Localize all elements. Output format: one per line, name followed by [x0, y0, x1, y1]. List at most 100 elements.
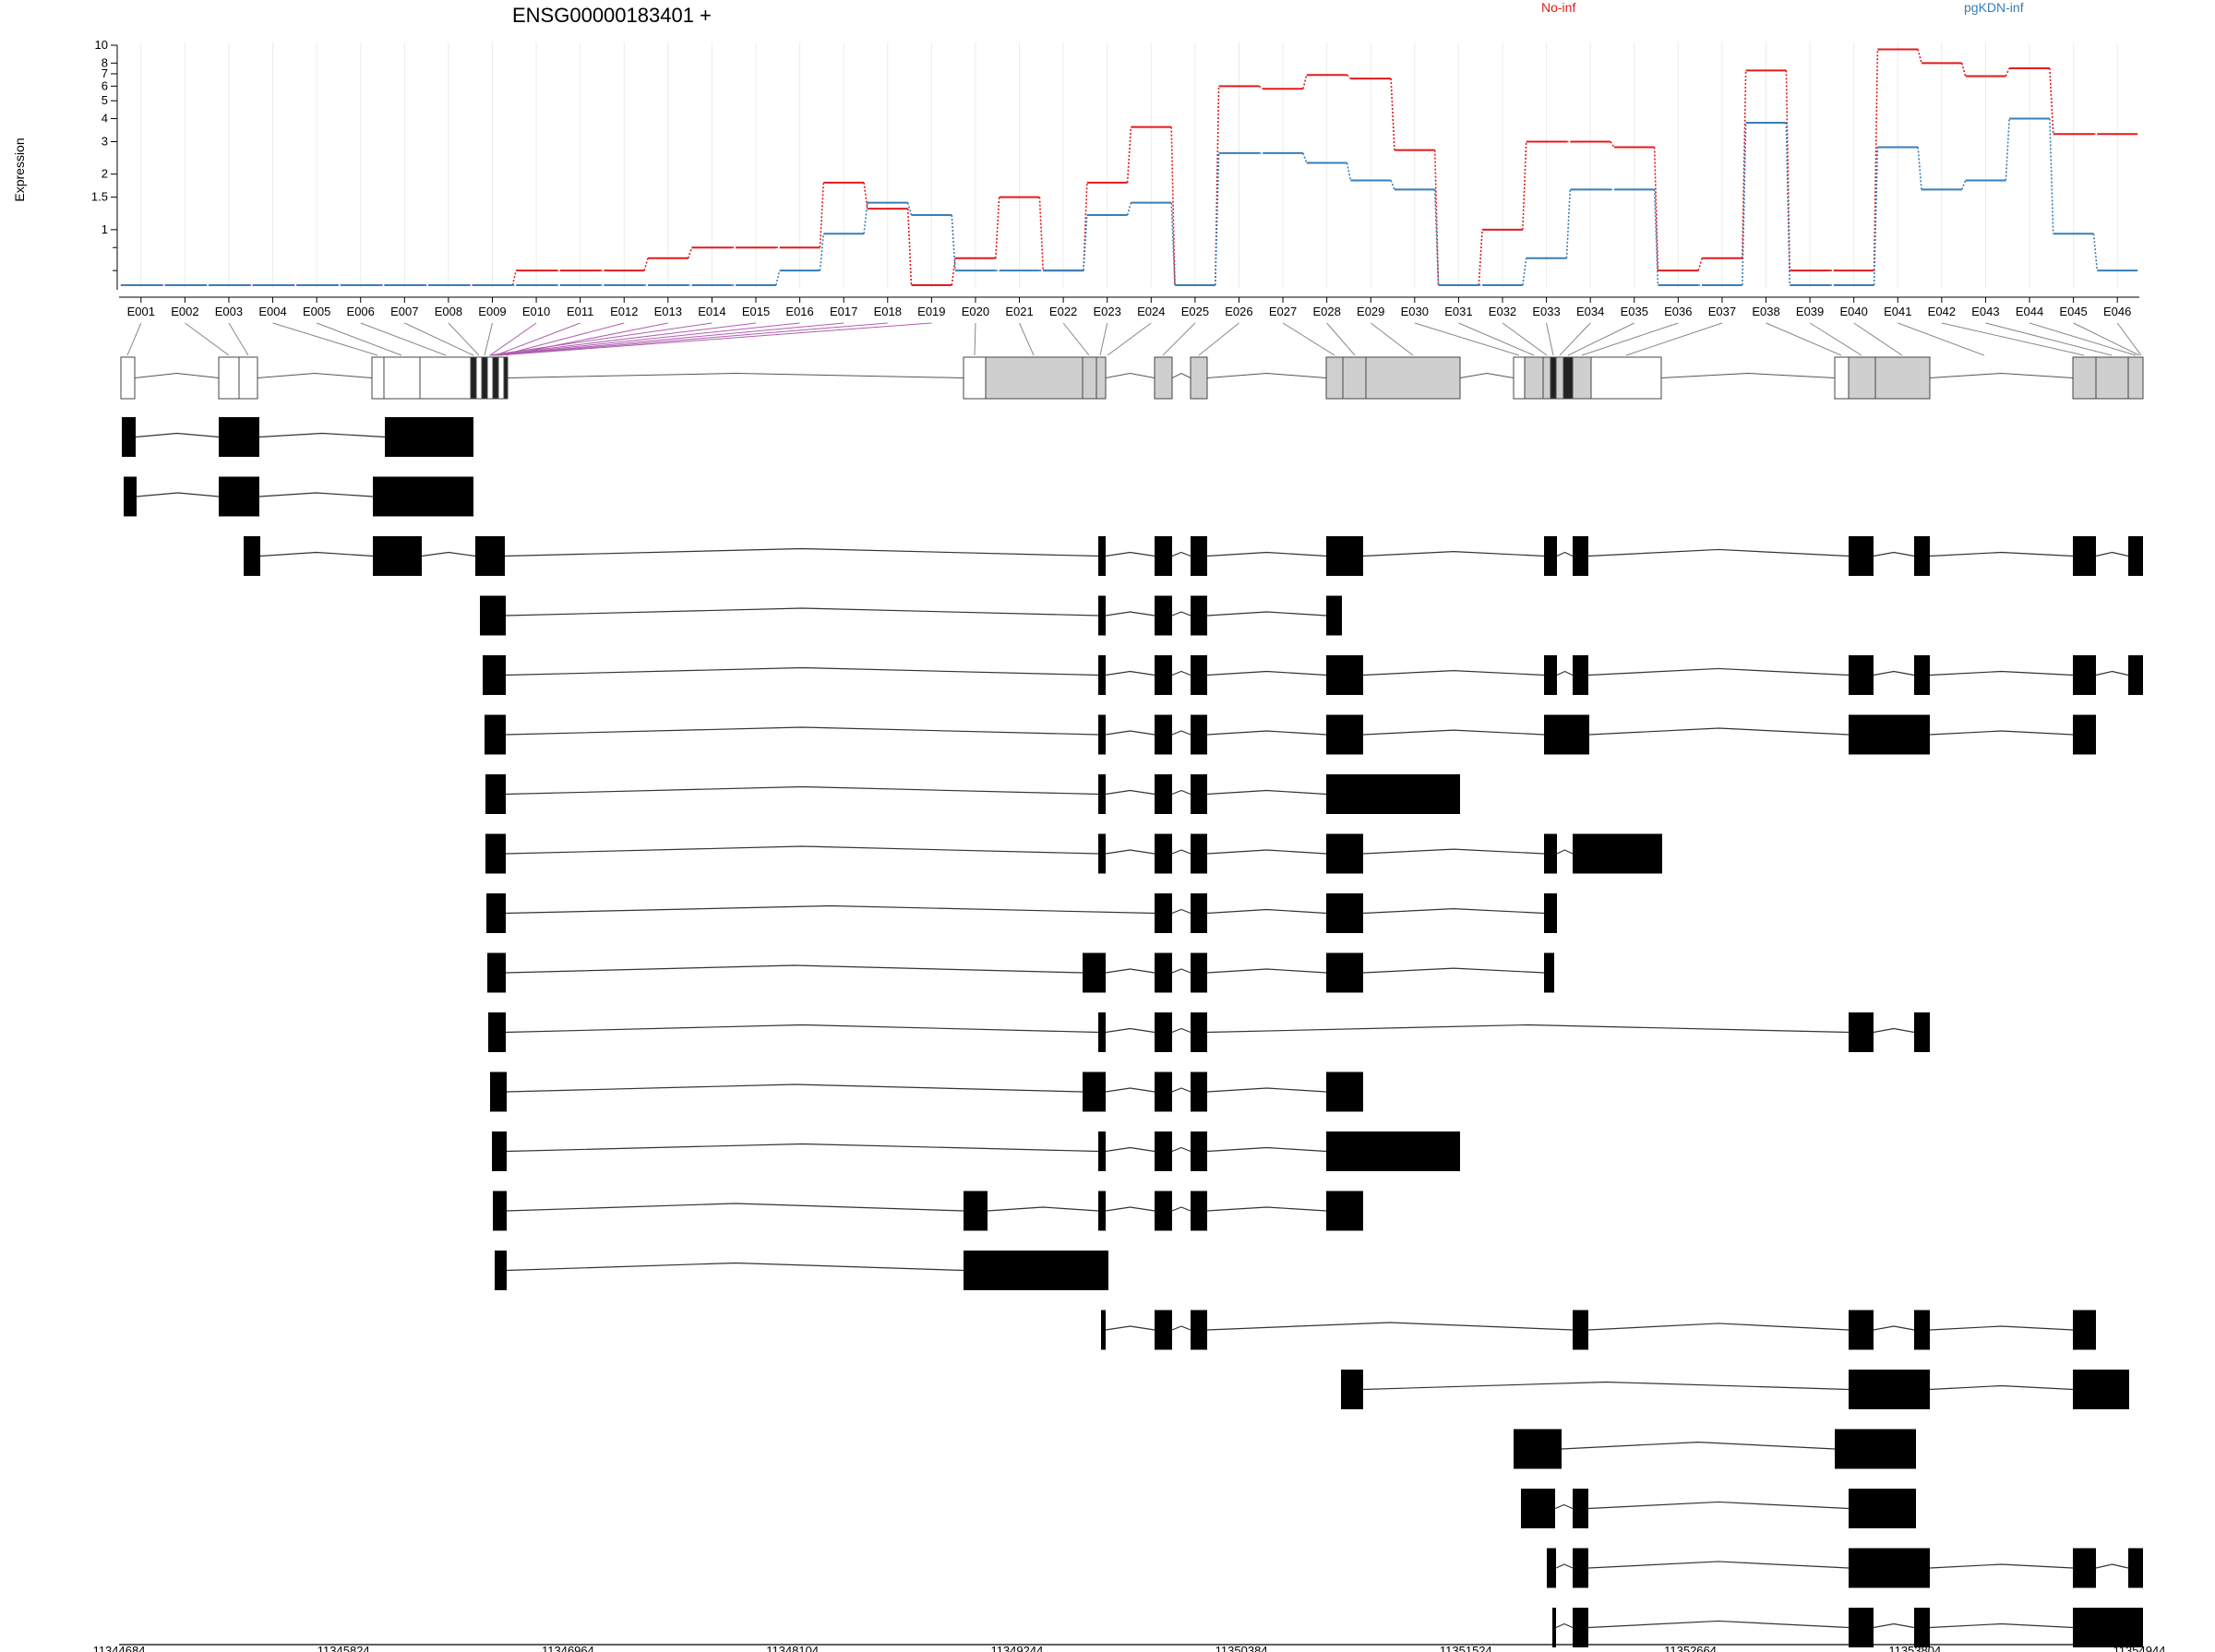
transcript-intron [506, 1143, 1099, 1153]
transcript-9 [486, 893, 1557, 933]
transcript-exon [1098, 1131, 1106, 1171]
gene-exon-bin [2072, 356, 2097, 400]
transcript-exon [385, 417, 473, 457]
series-connector [1478, 229, 1483, 286]
transcript-exon [1914, 1310, 1930, 1350]
transcript-intron [1929, 1384, 2074, 1391]
coord-tick-label: 11348104 [766, 1644, 819, 1652]
transcript-intron [1873, 670, 1915, 676]
series-connector [951, 257, 956, 286]
transcript-intron [1555, 1622, 1574, 1629]
transcript-18 [1514, 1429, 1916, 1469]
transcript-intron [1105, 551, 1155, 557]
exon-bin-connector [185, 322, 230, 356]
transcript-intron [258, 432, 386, 438]
transcript-intron [506, 1262, 964, 1272]
transcript-exon [1191, 1191, 1207, 1231]
gene-intron [1929, 372, 2074, 378]
series-connector [1917, 147, 1922, 190]
transcript-exon [1098, 595, 1106, 636]
transcript-exon [1544, 893, 1557, 933]
transcript-19 [1521, 1489, 1916, 1528]
transcript-exon [1849, 1310, 1874, 1350]
gene-exon-bin [1190, 356, 1208, 400]
series-connector [2005, 67, 2010, 77]
exon-bin-label: E017 [830, 305, 857, 318]
exon-bin-connector [448, 322, 480, 356]
transcript-exon [1155, 952, 1172, 993]
exon-bin-label: E025 [1181, 305, 1209, 318]
transcript-exon [2073, 714, 2096, 755]
transcript-intron [1588, 727, 1850, 736]
exon-bin-connector [1809, 322, 1862, 356]
coord-tick-label: 11350384 [1215, 1644, 1268, 1652]
exon-bin-connector [1107, 322, 1152, 356]
series-connector [863, 182, 868, 209]
exon-bin-label: E021 [1005, 305, 1033, 318]
exon-bin-label: E018 [874, 305, 902, 318]
transcript-exon [124, 476, 137, 517]
exon-bin-connector [272, 322, 378, 356]
exon-bin-connector [2073, 322, 2140, 356]
transcript-exon [1326, 595, 1342, 636]
transcript-intron [1929, 670, 2074, 676]
transcript-exon [2073, 1310, 2096, 1350]
transcript-intron [1929, 1622, 2074, 1629]
transcript-exon [1544, 536, 1557, 576]
transcript-exon [1191, 774, 1207, 814]
transcript-exon [1326, 833, 1363, 874]
transcript-10 [487, 952, 1554, 993]
transcript-intron [505, 964, 1084, 974]
coord-tick-label: 11354944 [2113, 1644, 2166, 1652]
exon-bin-label: E009 [478, 305, 506, 318]
transcript-intron [1105, 968, 1155, 974]
transcript-intron [1587, 1501, 1850, 1510]
transcript-exon [1849, 1012, 1874, 1052]
exon-bin-label: E015 [742, 305, 770, 318]
transcript-exon [964, 1191, 988, 1231]
transcript-exon [2073, 1548, 2096, 1588]
series-connector [1873, 147, 1879, 286]
exon-bin-label: E046 [2103, 305, 2131, 318]
transcript-exon [1849, 655, 1874, 695]
series-connector [995, 197, 1000, 258]
exon-bin-connector [1019, 322, 1035, 356]
series-connector [2005, 118, 2010, 181]
exon-bin-connector [1766, 322, 1842, 356]
transcript-intron [1362, 1381, 1850, 1391]
transcript-intron [1556, 670, 1574, 676]
exon-bin-connector [1458, 322, 1535, 356]
transcript-intron [1929, 1563, 2074, 1569]
gene-exon-bin [492, 356, 499, 400]
transcript-exon [1326, 1191, 1363, 1231]
transcript-exon [1835, 1429, 1916, 1469]
transcript-intron [1587, 1561, 1850, 1569]
exon-bin-connector [1941, 322, 2085, 356]
exon-bin-connector [1414, 322, 1520, 356]
series-connector [687, 246, 693, 259]
series-connector [1653, 189, 1659, 286]
y-tick-label: 1 [102, 222, 108, 236]
transcript-exon [2073, 1608, 2143, 1647]
transcript-intron [2095, 551, 2129, 557]
gene-exon-bin [470, 356, 477, 400]
transcript-1 [122, 417, 473, 457]
transcript-exon [1191, 714, 1207, 755]
exon-bin-connector [1099, 322, 1108, 356]
series-connector [1258, 85, 1263, 90]
exon-bin-connectors [126, 322, 2142, 356]
y-tick-label: 1.5 [91, 190, 108, 204]
transcript-intron [1171, 789, 1191, 796]
series-connector [1038, 197, 1045, 271]
exon-bin-label: E040 [1839, 305, 1867, 318]
coord-tick-label: 11344684 [93, 1644, 146, 1652]
series-connector [863, 202, 868, 234]
transcript-intron [1206, 730, 1327, 736]
transcript-intron [1105, 611, 1155, 617]
transcript-exon [475, 536, 505, 576]
transcript-intron [1929, 1325, 2074, 1331]
transcript-exon [373, 536, 422, 576]
transcript-intron [1171, 1146, 1191, 1153]
exon-bin-connector [1625, 322, 1723, 356]
transcript-intron [1873, 1325, 1915, 1331]
